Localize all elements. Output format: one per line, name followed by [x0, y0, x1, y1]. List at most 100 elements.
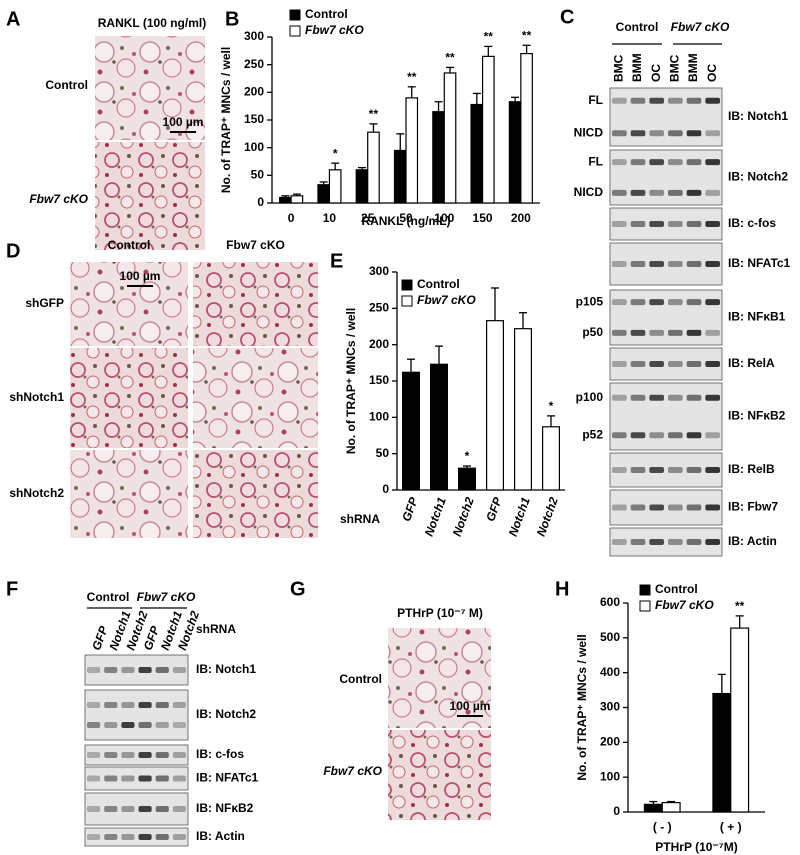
x-tick-label: GFP	[483, 494, 505, 523]
band-label: FL	[588, 154, 603, 168]
band-label: FL	[588, 93, 603, 107]
blot	[84, 827, 189, 847]
blot-band	[87, 806, 101, 812]
row-label: Fbw7 cKO	[29, 192, 88, 206]
lane-label: BMM	[686, 53, 700, 82]
bar	[430, 363, 449, 491]
panel-label: F	[6, 578, 18, 600]
blot	[609, 207, 723, 241]
error-bar	[519, 312, 527, 329]
blot-band	[668, 539, 683, 545]
blot-band	[612, 299, 627, 306]
blot-band	[705, 539, 720, 545]
blot-band	[155, 752, 169, 758]
blot-label: IB: NFκB2	[728, 409, 786, 423]
error-bar	[396, 133, 405, 151]
panel-label: G	[290, 578, 306, 600]
micrograph	[95, 142, 205, 250]
blot-band	[668, 159, 683, 166]
blot-band	[705, 394, 720, 401]
blot-band	[155, 702, 169, 708]
blot-band	[104, 834, 118, 840]
micrograph	[193, 262, 318, 346]
blot-band	[686, 467, 702, 473]
micrograph	[70, 262, 188, 346]
blot-band	[630, 261, 646, 267]
blot-label: IB: Fbw7	[728, 500, 778, 514]
x-tick-label: ( - )	[653, 820, 672, 834]
blot	[84, 654, 189, 686]
blot	[84, 689, 189, 741]
error-bar	[331, 162, 340, 170]
blot-band	[686, 97, 702, 104]
blot	[609, 289, 723, 346]
significance-label: **	[735, 599, 745, 613]
blot-band	[104, 722, 118, 728]
blot-band	[668, 504, 683, 511]
blot-band	[172, 834, 186, 840]
significance-label: *	[465, 449, 470, 463]
error-bar	[319, 181, 328, 185]
blot-band	[612, 189, 627, 196]
panel-label: C	[560, 6, 574, 28]
blot-band	[104, 775, 118, 782]
blot-band	[630, 299, 646, 306]
blot-band	[121, 775, 135, 782]
blot-band	[155, 722, 169, 728]
blot-band	[87, 702, 101, 708]
blot-band	[121, 702, 135, 708]
blot-band	[121, 834, 135, 840]
lane-label: OC	[649, 64, 663, 82]
blot-band	[630, 539, 646, 545]
blot-band	[630, 329, 646, 336]
row-label: Control	[339, 672, 382, 686]
band-label: p52	[582, 427, 603, 441]
significance-label: **	[522, 28, 532, 42]
blot-band	[649, 299, 664, 306]
blot	[84, 766, 189, 791]
blot-label: IB: Notch1	[728, 109, 788, 123]
legend-label: Fbw7 cKO	[417, 293, 476, 307]
blot-band	[649, 432, 664, 439]
y-tick-label: 300	[369, 264, 389, 278]
blot-band	[705, 467, 720, 473]
blot-label: IB: Notch2	[728, 170, 788, 184]
bar	[730, 627, 750, 813]
significance-label: **	[445, 51, 455, 65]
group-label: Control	[87, 590, 130, 604]
blot-band	[686, 432, 702, 439]
group-label: Fbw7 cKO	[137, 590, 196, 604]
blot-band	[668, 130, 683, 137]
panel-label: D	[6, 240, 20, 262]
blot-label: IB: NFκB1	[728, 310, 786, 324]
blot-band	[686, 394, 702, 401]
y-tick-label: 500	[600, 630, 620, 644]
band-label: p105	[576, 294, 604, 308]
row-label: shGFP	[25, 296, 64, 310]
bar	[402, 371, 421, 491]
blot	[609, 382, 723, 451]
lane-label: BMC	[668, 54, 682, 82]
blot	[609, 527, 723, 557]
blot-band	[668, 467, 683, 473]
blot-band	[705, 329, 720, 336]
significance-label: *	[333, 146, 338, 160]
legend-label: Control	[305, 7, 348, 21]
y-tick-label: 250	[369, 301, 389, 315]
blot-band	[612, 394, 627, 401]
x-tick-label: 10	[323, 211, 337, 225]
blot-band	[668, 189, 683, 196]
error-bar	[435, 345, 443, 365]
group-label: Fbw7 cKO	[671, 20, 730, 34]
x-tick-label: Notch2	[450, 495, 477, 538]
legend-swatch	[639, 600, 651, 612]
x-tick-label: 50	[399, 211, 413, 225]
blot	[609, 87, 723, 147]
y-tick-label: 200	[244, 85, 264, 99]
blot	[84, 744, 189, 766]
y-tick-label: 300	[244, 29, 264, 43]
y-tick-label: 150	[369, 373, 389, 387]
blot-band	[630, 467, 646, 473]
bar	[481, 55, 495, 204]
blot-band	[649, 329, 664, 336]
